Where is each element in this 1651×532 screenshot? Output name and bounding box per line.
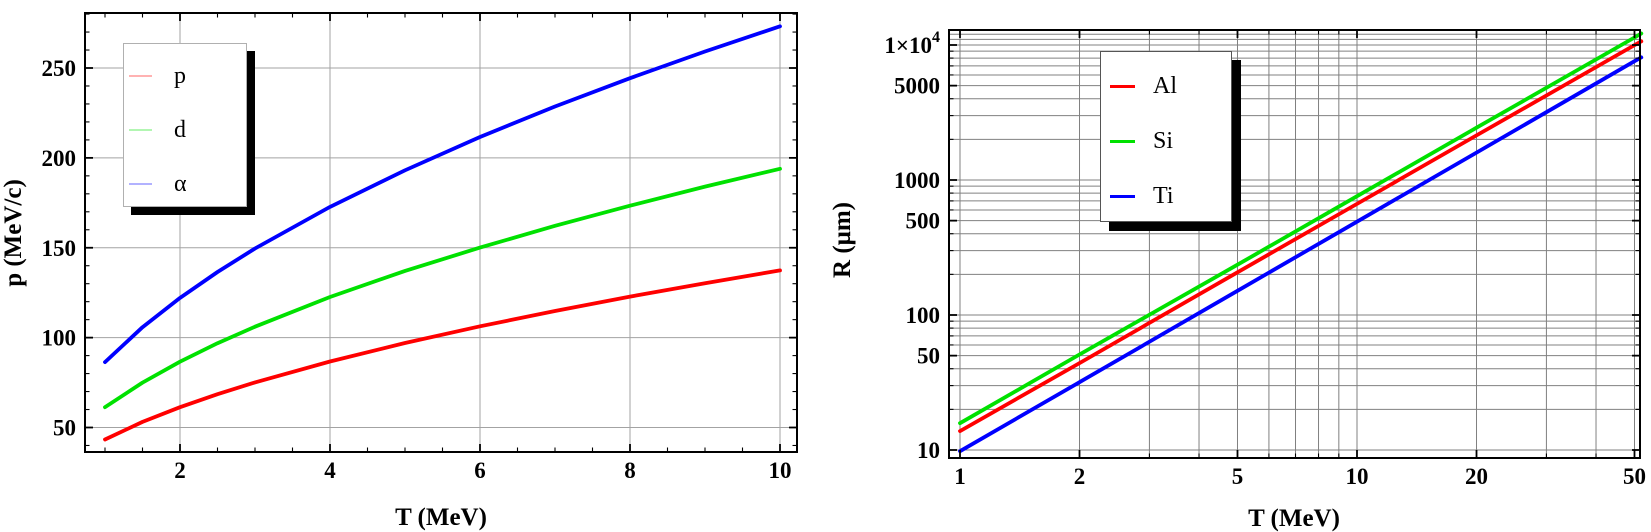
- range-chart-legend: Al Si Ti: [1100, 51, 1232, 222]
- curve-d: [103, 166, 782, 410]
- tick-label: 500: [906, 209, 941, 234]
- tick-label: 10: [769, 458, 792, 483]
- tick-label: 1000: [894, 168, 940, 193]
- tick-label: 8: [624, 458, 636, 483]
- tick-label: 100: [906, 303, 941, 328]
- plot-frame: [84, 12, 798, 453]
- tick-label: 1×104: [884, 29, 940, 58]
- tick-label: 50: [917, 344, 940, 369]
- legend-line-sample: [1110, 195, 1135, 198]
- tick-label: 1: [954, 464, 966, 489]
- legend-label: d: [174, 116, 186, 143]
- curve-Ti: [958, 55, 1644, 454]
- legend-item-p: p: [124, 62, 246, 90]
- legend-line-sample: [129, 129, 152, 131]
- tick-label: 100: [42, 326, 77, 351]
- legend-item-Si: Si: [1101, 128, 1231, 156]
- tick-label: 10: [917, 438, 940, 463]
- curve-Si: [958, 31, 1644, 426]
- legend-label: α: [174, 170, 187, 197]
- legend-label: p: [174, 62, 186, 89]
- legend-label: Al: [1153, 73, 1177, 99]
- legend-line-sample: [1110, 140, 1135, 143]
- legend-label: Ti: [1153, 183, 1174, 209]
- curve-Al: [958, 39, 1644, 434]
- momentum-chart-plot: 2 4 6 8 10 50 100 150 200 250 T (MeV) p (MeV/c): [0, 12, 798, 531]
- y-axis-label: R (μm): [829, 202, 856, 278]
- legend-line-sample: [129, 183, 152, 185]
- legend-item-d: d: [124, 116, 246, 144]
- legend-label: Si: [1153, 128, 1174, 154]
- tick-label: 50: [53, 416, 76, 441]
- tick-label: 20: [1465, 464, 1488, 489]
- tick-label: 50: [1623, 464, 1646, 489]
- plot-frame: [948, 29, 1641, 459]
- y-axis-label: p (MeV/c): [0, 179, 27, 287]
- legend-line-sample: [1110, 85, 1135, 88]
- tick-label: 6: [474, 458, 486, 483]
- range-chart-plot: 1 2 5 10 20 50 10 50 100 500 1000 5000 1×104 T (MeV) R…: [829, 29, 1646, 532]
- x-axis-label: T (MeV): [1248, 505, 1340, 532]
- legend-item-Al: Al: [1101, 73, 1231, 101]
- tick-label: 5000: [894, 74, 940, 99]
- tick-label: 10: [1346, 464, 1369, 489]
- tick-label: 2: [174, 458, 186, 483]
- tick-label: 4: [324, 458, 336, 483]
- curve-α: [103, 24, 782, 365]
- curve-p: [103, 268, 782, 442]
- tick-label: 2: [1074, 464, 1086, 489]
- legend-item-Ti: Ti: [1101, 183, 1231, 211]
- x-axis-label: T (MeV): [395, 504, 487, 531]
- range-chart: 1 2 5 10 20 50 10 50 100 500 1000 5000 1×104 T (MeV) R…: [810, 0, 1651, 532]
- tick-label: 5: [1232, 464, 1244, 489]
- tick-label: 150: [42, 236, 77, 261]
- tick-label: 200: [42, 146, 77, 171]
- legend-item-α: α: [124, 170, 246, 198]
- legend-line-sample: [129, 75, 152, 77]
- tick-label: 250: [42, 56, 77, 81]
